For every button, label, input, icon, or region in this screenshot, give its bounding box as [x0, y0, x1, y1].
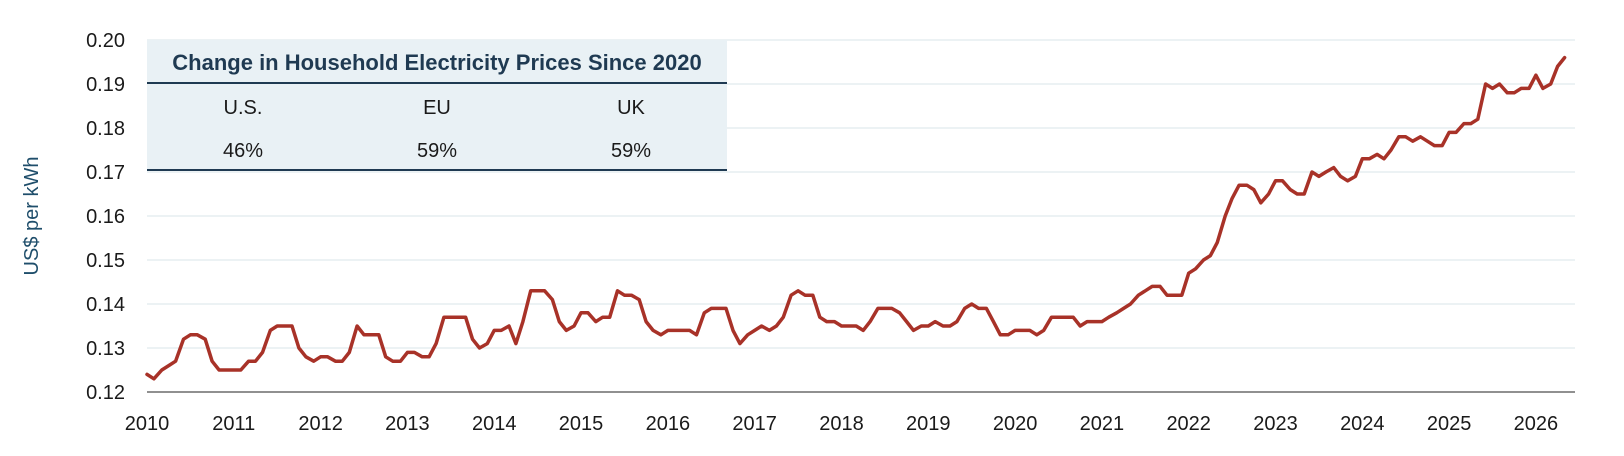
x-tick-label: 2017	[732, 413, 777, 435]
inset-value-uk: 59%	[611, 140, 651, 162]
series-layer	[145, 55, 1567, 381]
x-tick-label: 2025	[1427, 413, 1472, 435]
x-tick-label: 2016	[646, 413, 691, 435]
x-tick-label: 2015	[559, 413, 604, 435]
y-tick-label: 0.16	[86, 206, 125, 228]
x-tick-label: 2012	[298, 413, 343, 435]
inset-header-uk: UK	[617, 97, 645, 119]
y-tick-label: 0.12	[86, 382, 125, 404]
y-tick-label: 0.13	[86, 338, 125, 360]
x-tick-label: 2022	[1166, 413, 1211, 435]
x-tick-label: 2019	[906, 413, 951, 435]
x-tick-label: 2011	[212, 413, 255, 435]
x-tick-label: 2021	[1080, 413, 1125, 435]
x-tick-label: 2013	[385, 413, 430, 435]
y-tick-label: 0.17	[86, 162, 125, 184]
inset-value-eu: 59%	[417, 140, 457, 162]
inset-table-background	[147, 40, 727, 170]
inset-table: Change in Household Electricity Prices S…	[147, 40, 727, 171]
y-axis-label: US$ per kWh	[21, 157, 43, 276]
y-tick-label: 0.14	[86, 294, 125, 316]
inset-value-us: 46%	[223, 140, 263, 162]
y-tick-label: 0.20	[86, 30, 125, 52]
x-tick-label: 2010	[125, 413, 170, 435]
x-tick-label: 2020	[993, 413, 1038, 435]
y-tick-label: 0.18	[86, 118, 125, 140]
series-line	[145, 55, 1567, 381]
x-tick-label: 2023	[1253, 413, 1298, 435]
x-tick-label: 2018	[819, 413, 864, 435]
inset-header-eu: EU	[423, 97, 451, 119]
y-tick-labels: 0.12 0.13 0.14 0.15 0.16 0.17 0.18 0.19 0.20	[86, 30, 125, 404]
x-tick-labels: 2010 2011 2012 2013 2014 2015 2016 2017 2018 2019…	[125, 413, 1558, 435]
y-tick-label: 0.19	[86, 74, 125, 96]
x-tick-label: 2014	[472, 413, 517, 435]
x-tick-label: 2024	[1340, 413, 1385, 435]
inset-header-us: U.S.	[224, 97, 263, 119]
x-tick-label: 2026	[1514, 413, 1559, 435]
inset-table-title: Change in Household Electricity Prices S…	[172, 50, 701, 75]
y-tick-label: 0.15	[86, 250, 125, 272]
